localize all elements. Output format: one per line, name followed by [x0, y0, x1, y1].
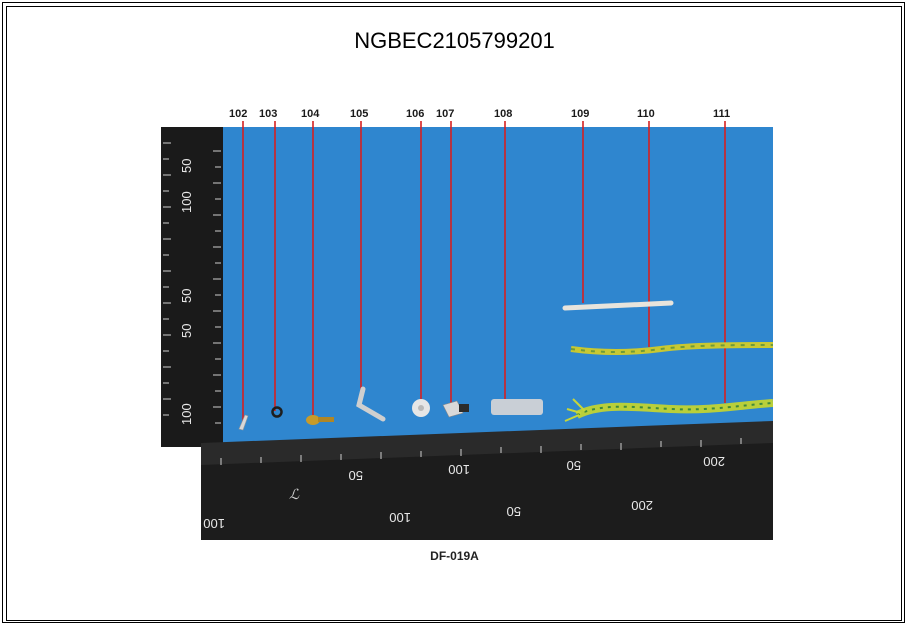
left-ruler	[161, 127, 223, 447]
sample-label-108: 108	[494, 108, 512, 120]
sample-105-bent-rod	[356, 386, 386, 422]
ruler-number: 200	[703, 454, 725, 469]
ruler-number: 50	[567, 458, 581, 473]
sample-label-111: 111	[713, 108, 730, 120]
ruler-number: 50	[507, 504, 521, 519]
sample-label-104: 104	[301, 108, 320, 120]
ruler-number: 100	[179, 403, 194, 425]
sample-label-103: 103	[259, 108, 277, 120]
ruler-number: 100	[179, 191, 194, 213]
sample-107-terminal	[442, 400, 464, 418]
ruler-number: 100	[448, 462, 470, 477]
page-border-inner	[6, 6, 902, 621]
sample-label-110: 110	[637, 108, 655, 120]
ruler-number: 100	[203, 516, 225, 531]
sample-label-109: 109	[571, 108, 589, 120]
document-title: NGBEC2105799201	[354, 28, 555, 53]
photo-caption: DF-019A	[430, 549, 479, 563]
sample-label-102: 102	[229, 108, 247, 120]
ruler-number: 100	[389, 510, 411, 525]
ruler-logo-icon: ℒ	[289, 488, 300, 503]
ruler-number: 50	[349, 468, 363, 483]
sample-103-washer	[271, 406, 283, 418]
bottom-ruler	[201, 437, 773, 540]
sample-104-screw	[306, 415, 320, 425]
blue-backdrop	[161, 127, 773, 447]
sample-102-pin	[238, 414, 249, 431]
sample-109-wire	[562, 300, 674, 311]
sample-108-sleeve	[491, 399, 543, 415]
sample-label-106: 106	[406, 108, 424, 120]
ruler-number: 200	[631, 498, 653, 513]
leader-lines	[242, 121, 726, 425]
ruler-number: 50	[179, 324, 194, 338]
ruler-number: 50	[179, 159, 194, 173]
sample-label-105: 105	[350, 108, 368, 120]
sample-photo: 50 100 50 50 100 50 100 50 200 100 50 20…	[161, 103, 773, 540]
ruler-number: 50	[179, 289, 194, 303]
sample-label-107: 107	[436, 108, 454, 120]
